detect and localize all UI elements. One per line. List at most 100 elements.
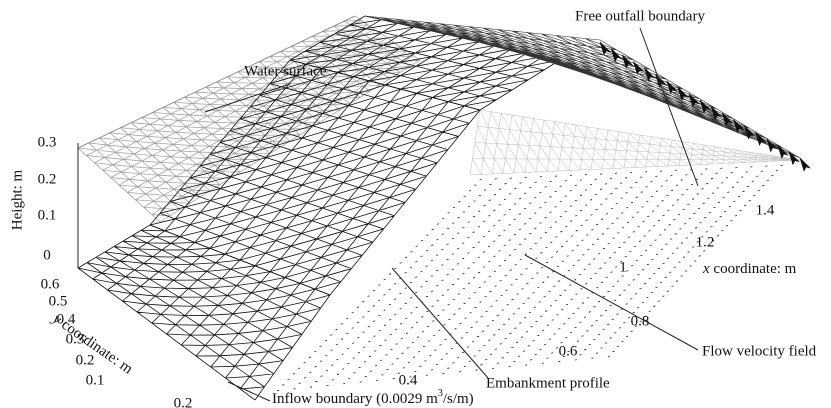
- velocity-vector: [509, 194, 511, 195]
- mesh-surface: [470, 110, 800, 175]
- velocity-vector: [529, 187, 531, 188]
- velocity-vector: [545, 247, 547, 248]
- velocity-vector: [436, 285, 438, 286]
- velocity-vector: [526, 283, 528, 284]
- velocity-vector: [735, 215, 737, 216]
- velocity-vector: [476, 322, 478, 323]
- velocity-vector: [544, 202, 546, 203]
- velocity-vector: [309, 372, 311, 373]
- velocity-vector: [448, 319, 450, 320]
- velocity-vector: [560, 231, 562, 232]
- velocity-vector: [582, 303, 584, 304]
- x-tick-label: 1.4: [756, 202, 775, 218]
- velocity-vector: [460, 323, 462, 324]
- velocity-vector: [581, 240, 583, 241]
- velocity-vector: [431, 370, 433, 371]
- velocity-vector: [619, 247, 621, 248]
- velocity-vector: [610, 272, 612, 273]
- velocity-vector: [596, 209, 598, 210]
- velocity-vector: [336, 329, 338, 330]
- velocity-vector: [631, 202, 633, 203]
- velocity-vector: [596, 287, 598, 288]
- velocity-vector: [541, 267, 543, 268]
- velocity-vector: [580, 210, 582, 211]
- velocity-vector: [487, 326, 489, 327]
- velocity-vector: [458, 202, 460, 203]
- velocity-vector: [575, 216, 577, 217]
- velocity-vector: [514, 234, 516, 235]
- velocity-vector: [591, 215, 593, 216]
- velocity-vector: [565, 181, 567, 182]
- velocity-vector: [504, 199, 506, 200]
- velocity-vector: [448, 213, 450, 214]
- velocity-vector: [563, 323, 565, 324]
- velocity-vector: [550, 306, 552, 307]
- velocity-vector: [390, 334, 392, 335]
- velocity-vector: [352, 343, 354, 344]
- velocity-vector: [683, 257, 685, 258]
- velocity-vector: [589, 344, 591, 345]
- velocity-vector: [373, 290, 375, 291]
- velocity-vector: [504, 230, 506, 231]
- velocity-vector: [546, 262, 548, 263]
- velocity-vector: [635, 294, 637, 295]
- velocity-vector: [347, 348, 349, 349]
- velocity-vector: [468, 206, 470, 207]
- velocity-vector: [626, 304, 628, 305]
- velocity-vector: [658, 301, 660, 302]
- velocity-vector: [579, 322, 581, 323]
- velocity-vector: [776, 170, 778, 171]
- velocity-vector: [384, 310, 386, 311]
- velocity-vector: [721, 231, 723, 232]
- velocity-vector: [433, 335, 435, 336]
- velocity-vector: [711, 178, 713, 179]
- velocity-vector: [723, 197, 725, 198]
- velocity-vector: [641, 207, 643, 208]
- velocity-vector: [467, 347, 469, 348]
- velocity-vector: [605, 199, 607, 200]
- velocity-vector: [555, 207, 557, 208]
- velocity-vector: [529, 233, 531, 234]
- velocity-vector: [436, 270, 438, 271]
- velocity-vector: [502, 310, 504, 311]
- velocity-vector: [633, 280, 635, 281]
- velocity-vector: [427, 326, 429, 327]
- velocity-vector: [496, 301, 498, 302]
- velocity-vector: [600, 189, 602, 190]
- velocity-vector: [416, 322, 418, 323]
- velocity-vector: [515, 279, 517, 280]
- velocity-vector: [399, 293, 401, 294]
- velocity-vector: [459, 372, 461, 373]
- velocity-vector: [325, 340, 327, 341]
- velocity-vector: [479, 287, 481, 288]
- velocity-vector: [568, 270, 570, 271]
- velocity-vector: [502, 358, 504, 359]
- velocity-vector: [368, 311, 370, 312]
- velocity-vector: [442, 310, 444, 311]
- velocity-vector: [472, 341, 474, 342]
- velocity-vector: [535, 354, 537, 355]
- z-tick-label: 0.1: [38, 207, 57, 223]
- velocity-vector: [452, 223, 454, 224]
- velocity-vector: [569, 285, 571, 286]
- velocity-vector: [473, 278, 475, 279]
- velocity-vector: [384, 279, 386, 280]
- velocity-vector: [633, 232, 635, 233]
- velocity-vector: [606, 214, 608, 215]
- velocity-vector: [626, 208, 628, 209]
- velocity-vector: [554, 334, 556, 335]
- velocity-vector: [767, 180, 769, 181]
- velocity-vector: [436, 255, 438, 256]
- velocity-vector: [511, 285, 513, 286]
- velocity-vector: [550, 212, 552, 213]
- velocity-vector: [402, 353, 404, 354]
- velocity-vector: [591, 229, 593, 230]
- velocity-vector: [674, 267, 676, 268]
- velocity-vector: [548, 291, 550, 292]
- velocity-vector: [738, 196, 740, 197]
- velocity-vector: [615, 173, 617, 174]
- velocity-vector: [584, 317, 586, 318]
- annotation: Embankment profile: [486, 375, 610, 391]
- velocity-vector: [600, 315, 602, 316]
- velocity-vector: [447, 275, 449, 276]
